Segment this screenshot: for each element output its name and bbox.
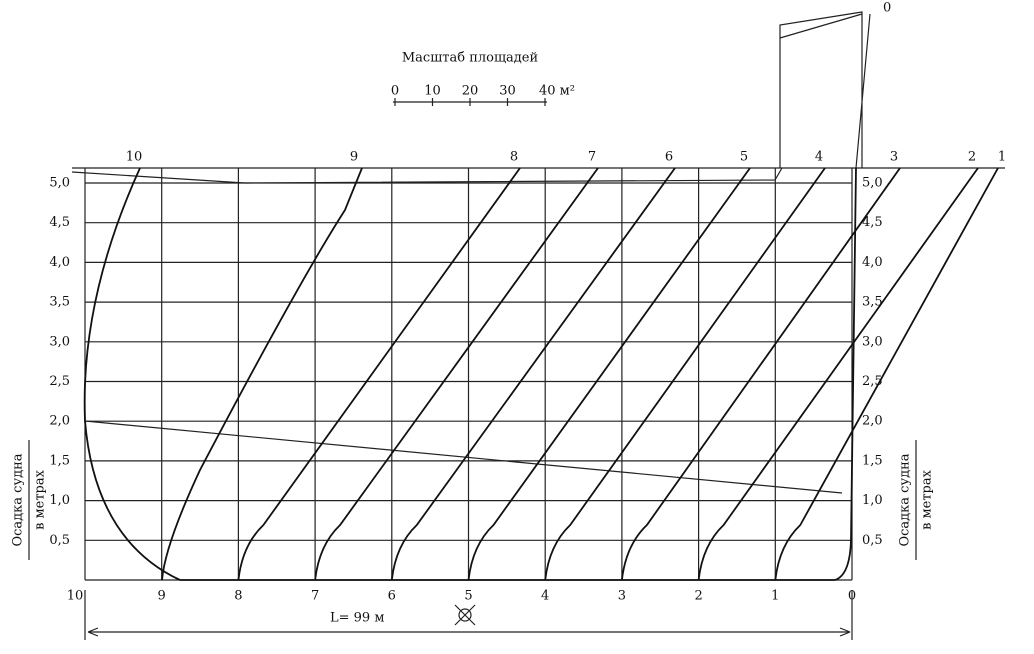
stem-curve <box>834 167 857 581</box>
rudder-outline <box>779 11 871 169</box>
draft-label-right: 1,5 <box>862 453 883 468</box>
station-label: 0 <box>848 589 856 604</box>
axis-title-line2: в метрах <box>33 469 48 530</box>
draft-label-left: 1,5 <box>49 453 70 468</box>
bonjean-curve <box>621 167 901 581</box>
axis-title-line2: в метрах <box>920 469 935 530</box>
draft-label-left: 3,5 <box>49 295 70 310</box>
bonjean-curve <box>161 167 363 581</box>
draft-label-left: 4,5 <box>49 215 70 230</box>
draft-label-left: 2,5 <box>49 374 70 389</box>
draft-label-left: 0,5 <box>49 533 70 548</box>
bonjean-curve <box>314 167 599 581</box>
midship-symbol <box>454 604 476 626</box>
station-label: 7 <box>311 589 319 604</box>
bonjean-curve <box>237 167 521 581</box>
curve-label: 9 <box>350 150 358 165</box>
curve-label: 5 <box>740 150 748 165</box>
length-dimension <box>84 590 853 640</box>
curve-label: 1 <box>998 150 1006 165</box>
scale-tick-label: 30 <box>499 84 516 99</box>
curve-label: 7 <box>588 150 596 165</box>
scale-title: Масштаб площадей <box>402 51 538 66</box>
station-label: 2 <box>694 589 702 604</box>
axis-title-line1: Осадка судна <box>898 453 913 546</box>
station-label: 4 <box>541 589 549 604</box>
bonjean-curve <box>697 167 979 581</box>
curve-label: 10 <box>126 150 143 165</box>
draft-label-right: 4,0 <box>862 255 883 270</box>
station-label: 1 <box>771 589 779 604</box>
curve-label: 4 <box>815 150 823 165</box>
axis-title-left: Осадка судна в метрах <box>11 440 48 560</box>
draft-label-right: 1,0 <box>862 493 883 508</box>
draft-label-right: 5,0 <box>862 176 883 191</box>
station-label: 5 <box>464 589 472 604</box>
draft-label-left: 4,0 <box>49 255 70 270</box>
draft-label-right: 0,5 <box>862 533 883 548</box>
station-label: 6 <box>388 589 396 604</box>
curve-label: 3 <box>890 150 898 165</box>
draft-label-left: 3,0 <box>49 334 70 349</box>
curve-label: 6 <box>665 150 673 165</box>
scale-tick-label: 40 м² <box>539 84 575 99</box>
waterline <box>84 420 843 494</box>
bonjean-curve <box>544 167 826 581</box>
axis-title-line1: Осадка судна <box>11 453 26 546</box>
length-label: L= 99 м <box>330 611 384 626</box>
scale-tick-label: 20 <box>462 84 479 99</box>
scale-tick-label: 0 <box>391 84 399 99</box>
draft-label-right: 2,0 <box>862 414 883 429</box>
curve-label: 2 <box>968 150 976 165</box>
station-label: 8 <box>234 589 242 604</box>
curve-label: 8 <box>510 150 518 165</box>
draft-label-left: 5,0 <box>49 176 70 191</box>
station-label: 3 <box>618 589 626 604</box>
bonjean-curve <box>83 167 181 581</box>
station-label: 9 <box>158 589 166 604</box>
draft-label-right: 3,5 <box>862 295 883 310</box>
station-label: 10 <box>67 589 84 604</box>
top-label: 0 <box>883 1 891 16</box>
scale-tick-label: 10 <box>424 84 441 99</box>
draft-label-right: 4,5 <box>862 215 883 230</box>
bonjean-curve <box>390 167 676 581</box>
draft-label-left: 1,0 <box>49 493 70 508</box>
axis-title-right: Осадка судна в метрах <box>898 440 935 560</box>
draft-label-left: 2,0 <box>49 414 70 429</box>
draft-label-right: 3,0 <box>862 334 883 349</box>
bonjean-curve <box>774 167 999 581</box>
bonjean-curve <box>467 167 751 581</box>
